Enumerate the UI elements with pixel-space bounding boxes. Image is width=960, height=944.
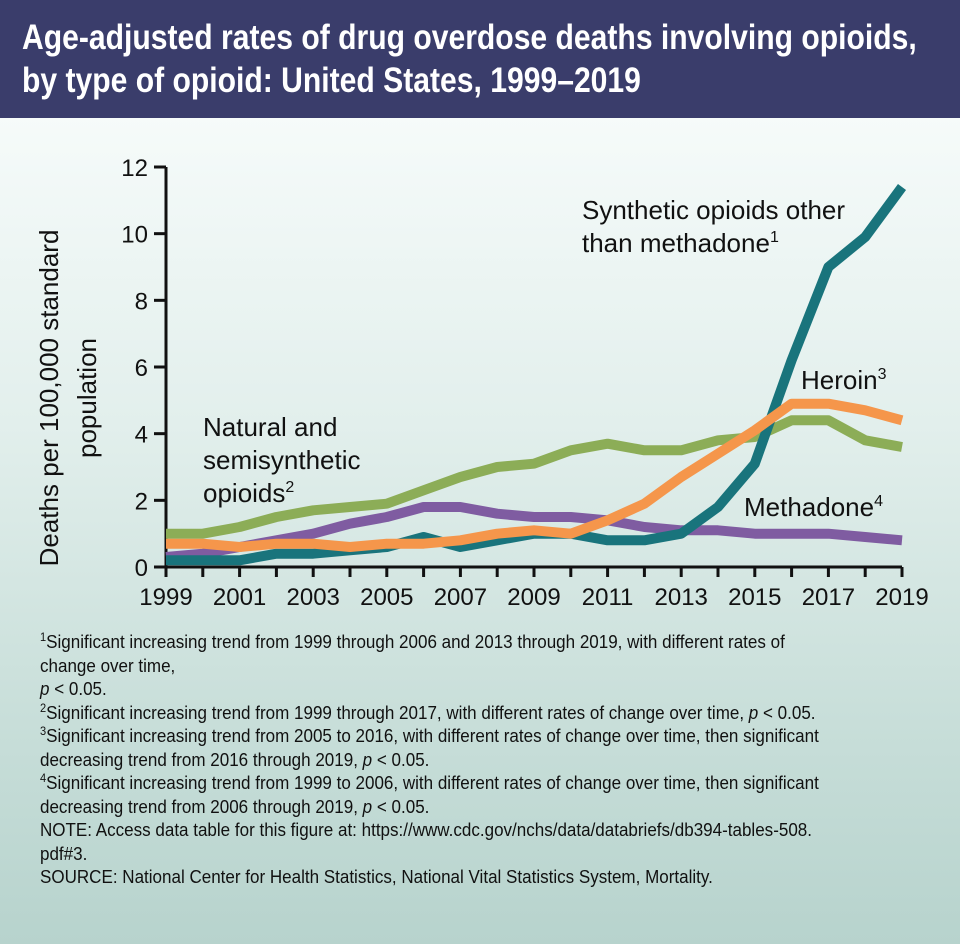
synthetic-label-line-2: than methadone1 <box>582 228 779 258</box>
series-lines <box>165 184 907 566</box>
natural-label-line-2: semisynthetic <box>203 445 361 475</box>
series-line-heroin <box>166 398 904 552</box>
chart-title: Age-adjusted rates of drug overdose deat… <box>22 16 917 102</box>
footnote-4: 4Significant increasing trend from 1999 … <box>40 770 819 793</box>
x-tick-label: 2015 <box>728 584 781 611</box>
y-tick-label: 4 <box>135 422 148 449</box>
title-banner: Age-adjusted rates of drug overdose deat… <box>0 0 960 118</box>
x-tick-label: 1999 <box>139 584 192 611</box>
y-tick-label: 6 <box>135 355 148 382</box>
footnote-4-cont: decreasing trend from 2006 through 2019,… <box>40 795 430 817</box>
footnote-1: 1Significant increasing trend from 1999 … <box>40 629 785 652</box>
x-tick-label: 2005 <box>360 584 413 611</box>
y-tick-label: 2 <box>135 488 148 515</box>
y-axis-ticks: 0 2 4 6 8 10 12 <box>121 155 166 582</box>
footnote-2: 2Significant increasing trend from 1999 … <box>40 700 816 723</box>
footnote-1-cont: change over time, <box>40 654 176 676</box>
x-tick-label: 2007 <box>434 584 487 611</box>
y-tick-label: 8 <box>135 288 148 315</box>
footnote-3-cont: decreasing trend from 2016 through 2019,… <box>40 748 430 770</box>
y-tick-label: 0 <box>135 555 148 582</box>
y-axis-label-line-2: population <box>72 338 102 458</box>
y-tick-label: 10 <box>121 222 148 249</box>
synthetic-label-line-1: Synthetic opioids other <box>582 195 845 225</box>
title-line-1: Age-adjusted rates of drug overdose deat… <box>22 18 917 57</box>
note: NOTE: Access data table for this figure … <box>40 819 812 840</box>
footnote-3: 3Significant increasing trend from 2005 … <box>40 723 819 746</box>
series-line-methadone <box>165 502 903 562</box>
x-tick-label: 2001 <box>213 584 266 611</box>
natural-label-line-1: Natural and <box>203 412 337 442</box>
series-line-natural <box>166 415 903 539</box>
note-cont: pdf#3. <box>40 842 88 864</box>
x-tick-label: 2017 <box>802 584 855 611</box>
x-tick-label: 2019 <box>875 584 928 611</box>
source: SOURCE: National Center for Health Stati… <box>40 866 713 887</box>
heroin-label: Heroin3 <box>801 365 887 395</box>
x-tick-label: 2003 <box>287 584 340 611</box>
natural-label-line-3: opioids2 <box>203 478 294 508</box>
x-axis-ticks: 1999 2001 2003 2005 2007 2009 2011 2013 2015 2017… <box>139 567 929 611</box>
x-tick-label: 2013 <box>655 584 708 611</box>
footnote-1-pvalue: p < 0.05. <box>40 678 107 699</box>
methadone-label: Methadone4 <box>744 492 883 522</box>
y-axis-label-line-1: Deaths per 100,000 standard <box>34 230 64 567</box>
x-tick-label: 2011 <box>582 584 634 611</box>
footnotes: 1Significant increasing trend from 1999 … <box>40 630 960 889</box>
y-tick-label: 12 <box>121 155 148 182</box>
title-line-2: by type of opioid: United States, 1999–2… <box>22 61 641 100</box>
line-chart: 0 2 4 6 8 10 12 1999 2001 2003 2005 2007 2009 2011 20… <box>34 155 929 611</box>
x-tick-label: 2009 <box>507 584 560 611</box>
